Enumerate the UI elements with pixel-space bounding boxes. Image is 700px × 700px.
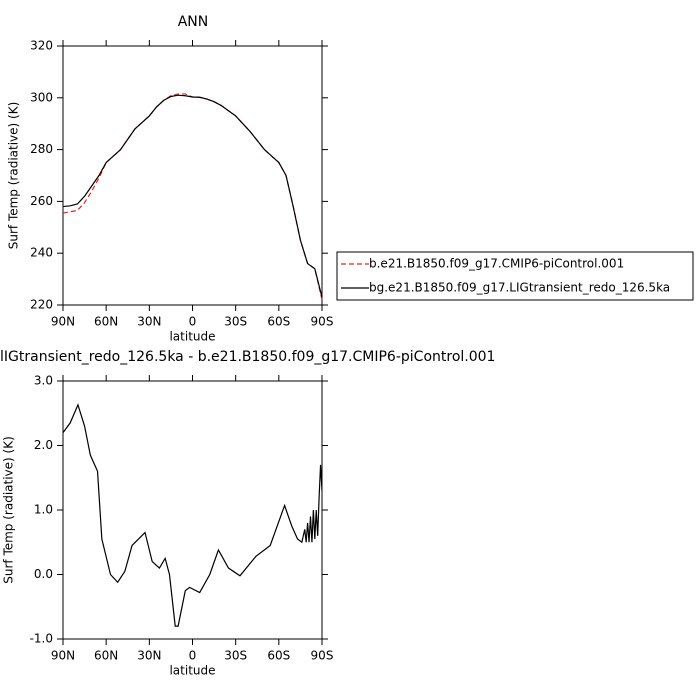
x-tick-label: 30S	[224, 649, 247, 663]
y-tick-label: 300	[30, 90, 53, 104]
x-tick-label: 0	[189, 315, 197, 329]
y-tick-label: 220	[30, 298, 53, 312]
x-axis-label: latitude	[169, 664, 215, 678]
y-tick-label: 0.0	[34, 567, 53, 581]
y-tick-label: 260	[30, 194, 53, 208]
x-tick-label: 60S	[267, 315, 290, 329]
x-tick-label: 60S	[267, 649, 290, 663]
legend-label: bg.e21.B1850.f09_g17.LIGtransient_redo_1…	[369, 281, 670, 295]
x-axis-label: latitude	[169, 330, 215, 344]
y-axis-label: Surf Temp (radiative) (K)	[2, 436, 16, 584]
x-tick-label: 90S	[311, 315, 334, 329]
chart-title: ANN	[178, 14, 209, 30]
data-line	[62, 94, 323, 298]
x-tick-label: 60N	[94, 315, 118, 329]
y-tick-label: 320	[30, 39, 53, 53]
y-tick-label: 2.0	[34, 438, 53, 452]
legend-label: b.e21.B1850.f09_g17.CMIP6-piControl.001	[369, 257, 624, 271]
x-tick-label: 30N	[137, 315, 161, 329]
x-tick-label: 60N	[94, 649, 118, 663]
x-tick-label: 0	[189, 649, 197, 663]
x-tick-label: 90N	[51, 649, 75, 663]
x-tick-label: 90N	[51, 315, 75, 329]
data-line	[62, 403, 323, 627]
legend-box	[336, 251, 694, 301]
x-tick-label: 30N	[137, 649, 161, 663]
y-tick-label: -1.0	[30, 632, 53, 646]
x-tick-label: 30S	[224, 315, 247, 329]
x-tick-label: 90S	[311, 649, 334, 663]
y-tick-label: 3.0	[34, 374, 53, 388]
y-tick-label: 240	[30, 246, 53, 260]
chart-title: lIGtransient_redo_126.5ka - b.e21.B1850.…	[0, 349, 495, 365]
y-axis-label: Surf Temp (radiative) (K)	[7, 102, 21, 250]
y-tick-label: 1.0	[34, 503, 53, 517]
data-line	[62, 93, 323, 300]
y-tick-label: 280	[30, 142, 53, 156]
plot-frame	[62, 45, 323, 306]
